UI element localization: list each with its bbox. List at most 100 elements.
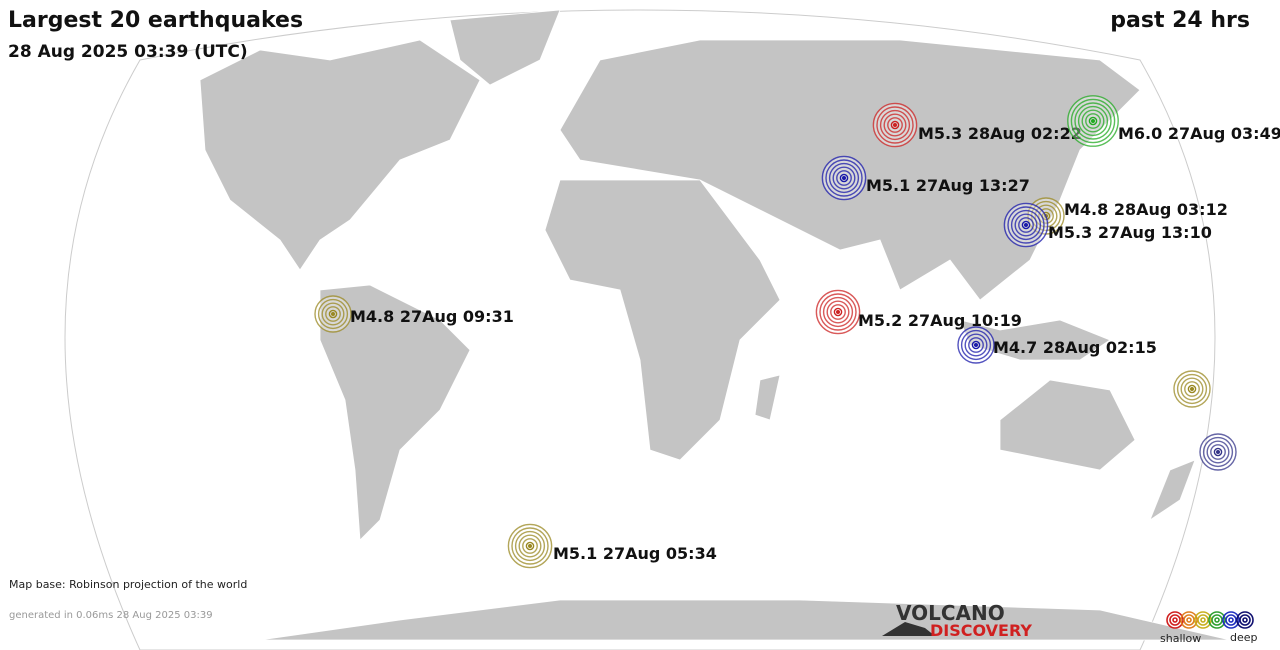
marker-ring (971, 340, 981, 350)
marker-ring (819, 293, 857, 331)
earthquake-marker (1003, 202, 1049, 248)
land (199, 9, 1231, 641)
legend-shallow: shallow (1160, 632, 1201, 645)
marker-ring (1202, 436, 1234, 468)
marker-ring (1010, 209, 1042, 241)
earthquakes: M5.3 28Aug 02:22 M6.0 27Aug 03:49 M5.1 27A… (314, 95, 1280, 569)
marker-ring (511, 527, 549, 565)
marker-core (1216, 450, 1220, 454)
legend-ring (1194, 611, 1212, 629)
generated-note: generated in 0.06ms 28 Aug 2025 03:39 (9, 610, 213, 621)
legend-ring (1239, 614, 1251, 626)
marker-ring (826, 300, 850, 324)
earthquake-marker (507, 523, 553, 569)
earthquake-label: M5.3 28Aug 02:22 (918, 124, 1082, 143)
marker-ring (1021, 220, 1031, 230)
marker-ring (830, 304, 846, 320)
marker-ring (1034, 204, 1058, 228)
marker-ring (890, 120, 900, 130)
marker-ring (839, 173, 849, 183)
marker-ring (518, 534, 542, 558)
earthquake-label: M5.3 27Aug 13:10 (1048, 223, 1212, 242)
marker-ring (1077, 105, 1109, 137)
earthquake-label: M4.8 27Aug 09:31 (350, 307, 514, 326)
period: past 24 hrs (1110, 8, 1250, 33)
earthquake-marker (872, 102, 918, 148)
timestamp: 28 Aug 2025 03:39 (UTC) (8, 42, 248, 62)
earthquake-label: M4.7 28Aug 02:15 (993, 338, 1157, 357)
legend-ring (1183, 614, 1195, 626)
logo-mountain (882, 622, 935, 636)
title: Largest 20 earthquakes (8, 8, 303, 33)
marker-ring (325, 306, 341, 322)
marker-ring (328, 309, 338, 319)
earthquake-label: M5.1 27Aug 13:27 (866, 176, 1030, 195)
marker-ring (1085, 113, 1101, 129)
earthquake-marker (821, 155, 867, 201)
legend-ring (1169, 614, 1181, 626)
marker-ring (1038, 208, 1054, 224)
logo-discovery: DISCOVERY (930, 621, 1032, 640)
marker-ring (522, 538, 538, 554)
marker-core (836, 310, 840, 314)
earthquake-label: M5.2 27Aug 10:19 (858, 311, 1022, 330)
marker-ring (1070, 98, 1116, 144)
marker-ring (1074, 102, 1112, 140)
marker-core (528, 544, 532, 548)
legend-ring (1197, 614, 1209, 626)
marker-core (331, 312, 335, 316)
legend-ring (1214, 617, 1220, 623)
marker-ring (964, 333, 988, 357)
marker-core (974, 343, 978, 347)
legend-ring (1225, 614, 1237, 626)
marker-ring (514, 530, 546, 562)
legend-deep: deep (1230, 631, 1258, 644)
marker-ring (876, 106, 914, 144)
marker-ring (832, 166, 856, 190)
legend-ring (1180, 611, 1198, 629)
legend-ring (1166, 611, 1184, 629)
marker-ring (1210, 444, 1226, 460)
marker-ring (1206, 440, 1230, 464)
earthquake-marker (1067, 95, 1119, 147)
legend-ring (1186, 617, 1192, 623)
marker-ring (1213, 447, 1223, 457)
marker-ring (836, 170, 852, 186)
legend-ring (1211, 614, 1223, 626)
earthquake-marker (314, 295, 352, 333)
depth-legend (1166, 611, 1254, 629)
earthquake-marker (815, 289, 861, 335)
marker-ring (1041, 211, 1051, 221)
marker-ring (825, 159, 863, 197)
marker-ring (1187, 384, 1197, 394)
earthquake-marker (957, 326, 995, 364)
marker-core (1190, 387, 1194, 391)
map-base-note: Map base: Robinson projection of the wor… (9, 578, 247, 591)
marker-ring (1180, 377, 1204, 401)
marker-ring (1176, 373, 1208, 405)
marker-ring (1014, 213, 1038, 237)
marker-ring (960, 329, 992, 361)
logo-volcano: VOLCANO (896, 601, 1005, 625)
earthquake-label: M4.8 28Aug 03:12 (1064, 200, 1228, 219)
marker-ring (525, 541, 535, 551)
marker-ring (321, 302, 345, 326)
marker-ring (883, 113, 907, 137)
legend-ring (1208, 611, 1226, 629)
earthquake-label: M5.1 27Aug 05:34 (553, 544, 717, 563)
marker-core (842, 176, 846, 180)
marker-ring (1088, 116, 1098, 126)
marker-ring (822, 296, 854, 328)
marker-ring (1018, 217, 1034, 233)
earthquake-label: M6.0 27Aug 03:49 (1118, 124, 1280, 143)
earthquake-marker (1173, 370, 1211, 408)
legend-ring (1200, 617, 1206, 623)
marker-core (1091, 119, 1095, 123)
legend-ring (1236, 611, 1254, 629)
marker-ring (879, 109, 911, 141)
earthquake-marker (1199, 433, 1237, 471)
marker-core (893, 123, 897, 127)
marker-ring (828, 162, 860, 194)
